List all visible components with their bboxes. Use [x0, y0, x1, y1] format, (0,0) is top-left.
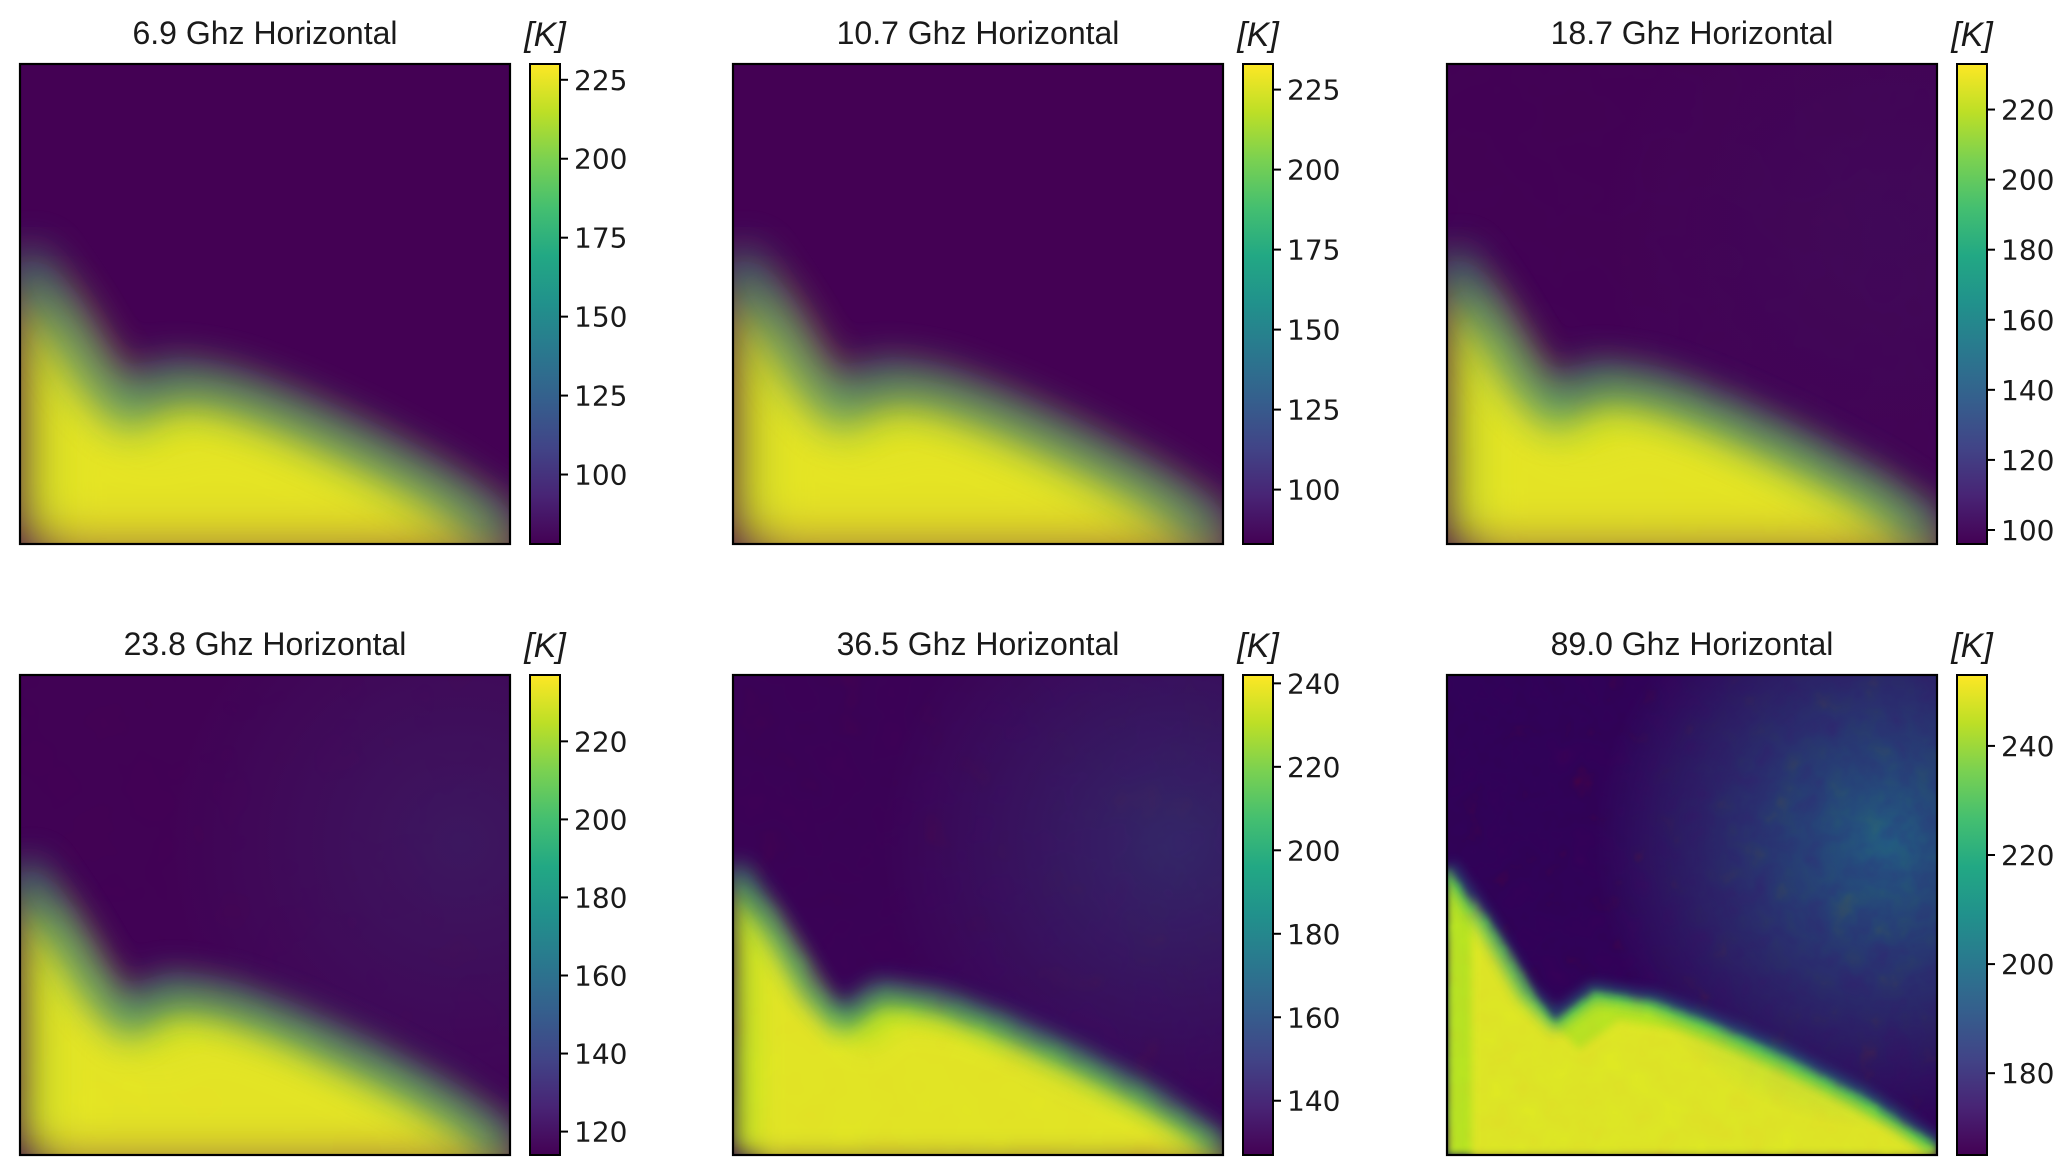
colorbar-tick-label: 140	[1287, 1085, 1340, 1118]
colorbar-tick-label: 180	[2001, 1057, 2054, 1090]
colorbar-tick-label: 120	[2001, 444, 2054, 477]
chart-title: 89.0 Ghz Horizontal	[1551, 626, 1834, 662]
colorbar-tick-label: 200	[1287, 834, 1340, 867]
colorbar	[1957, 675, 1987, 1155]
heatmap-image	[20, 675, 510, 1155]
plot-frame	[1445, 62, 1939, 546]
colorbar-tick-label: 175	[1287, 234, 1340, 267]
colorbar-tick-label: 125	[574, 380, 627, 413]
plot-frame	[18, 62, 512, 546]
heatmap-image	[1447, 64, 1937, 544]
colorbar-tick-label: 220	[574, 725, 627, 758]
colorbar-tick-label: 220	[2001, 94, 2054, 127]
colorbar-unit-label: [K]	[1236, 627, 1280, 665]
colorbar-unit-label: [K]	[523, 16, 567, 54]
chart-title: 23.8 Ghz Horizontal	[124, 626, 407, 662]
colorbar-tick-label: 100	[574, 459, 627, 492]
chart-panel: 10.7 Ghz Horizontal [K] 100 125 150 175 200 225	[731, 15, 1340, 546]
colorbar-tick-label: 100	[1287, 474, 1340, 507]
colorbar-tick-label: 225	[574, 64, 627, 97]
colorbar-tick-label: 150	[574, 301, 627, 334]
chart-panel: 36.5 Ghz Horizontal [K] 140 160 180 200 220 240	[731, 626, 1340, 1157]
colorbar-unit-label: [K]	[523, 627, 567, 665]
colorbar	[1243, 64, 1273, 544]
chart-title: 18.7 Ghz Horizontal	[1551, 15, 1834, 51]
colorbar-tick-label: 180	[1287, 918, 1340, 951]
colorbar	[530, 64, 560, 544]
colorbar-unit-label: [K]	[1236, 16, 1280, 54]
colorbar-tick-label: 225	[1287, 74, 1340, 107]
colorbar	[1243, 675, 1273, 1155]
colorbar-tick-label: 220	[1287, 751, 1340, 784]
plot-frame	[1445, 673, 1939, 1157]
colorbar-unit-label: [K]	[1950, 627, 1994, 665]
colorbar-tick-label: 160	[2001, 304, 2054, 337]
heatmap-image	[20, 64, 510, 544]
chart-panel: 89.0 Ghz Horizontal [K] 180 200 220 240	[1445, 626, 2054, 1157]
colorbar-tick-label: 120	[574, 1116, 627, 1149]
colorbar-tick-label: 140	[2001, 374, 2054, 407]
colorbar-tick-label: 140	[574, 1038, 627, 1071]
colorbar-tick-label: 160	[1287, 1001, 1340, 1034]
colorbar-tick-label: 180	[2001, 234, 2054, 267]
colorbar-tick-label: 200	[1287, 154, 1340, 187]
colorbar-tick-label: 175	[574, 222, 627, 255]
heatmap-image	[733, 675, 1223, 1155]
colorbar-tick-label: 125	[1287, 394, 1340, 427]
colorbar-tick-label: 150	[1287, 314, 1340, 347]
chart-title: 6.9 Ghz Horizontal	[132, 15, 397, 51]
colorbar-tick-label: 100	[2001, 514, 2054, 547]
colorbar	[530, 675, 560, 1155]
plot-frame	[731, 62, 1225, 546]
colorbar-tick-label: 200	[574, 803, 627, 836]
plot-frame	[731, 673, 1225, 1157]
plot-frame	[18, 673, 512, 1157]
heatmap-image	[1447, 675, 1937, 1155]
chart-panel: 23.8 Ghz Horizontal [K] 120 140 160 180 200 220	[18, 626, 627, 1157]
colorbar-tick-label: 200	[574, 143, 627, 176]
colorbar	[1957, 64, 1987, 544]
colorbar-tick-label: 220	[2001, 839, 2054, 872]
colorbar-tick-label: 180	[574, 881, 627, 914]
chart-panel: 18.7 Ghz Horizontal [K] 100 120 140 160 180 200…	[1445, 15, 2054, 547]
colorbar-tick-label: 240	[1287, 667, 1340, 700]
colorbar-tick-label: 200	[2001, 948, 2054, 981]
colorbar-tick-label: 200	[2001, 164, 2054, 197]
chart-title: 10.7 Ghz Horizontal	[837, 15, 1120, 51]
colorbar-tick-label: 160	[574, 959, 627, 992]
heatmap-image	[733, 64, 1223, 544]
chart-title: 36.5 Ghz Horizontal	[837, 626, 1120, 662]
colorbar-unit-label: [K]	[1950, 16, 1994, 54]
chart-panel: 6.9 Ghz Horizontal [K] 100 125 150 175 200 225	[18, 15, 627, 546]
colorbar-tick-label: 240	[2001, 730, 2054, 763]
